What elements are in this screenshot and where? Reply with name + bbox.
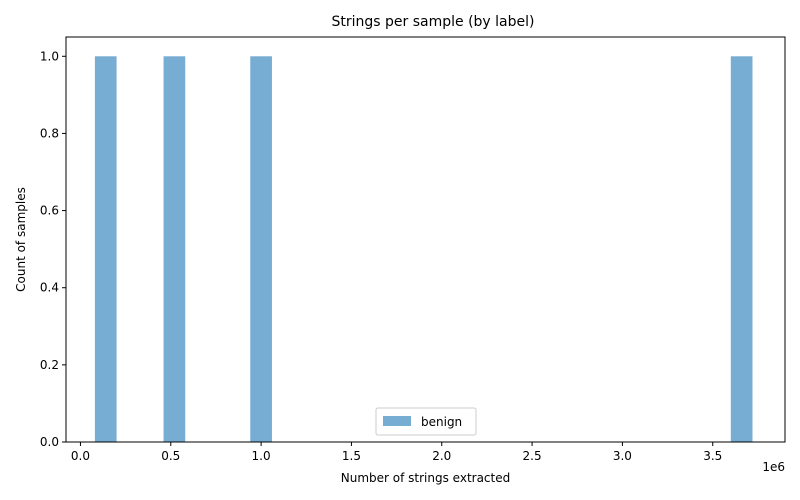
legend-label-benign: benign (421, 415, 462, 429)
x-tick-label: 0.5 (161, 449, 180, 463)
bars (94, 56, 753, 443)
y-tick-label: 0.8 (40, 126, 59, 140)
legend: benign (375, 407, 477, 436)
x-tick-label: 3.5 (703, 449, 722, 463)
histogram-bar (94, 56, 117, 443)
x-tick-label: 2.0 (432, 449, 451, 463)
x-tick-label: 1.0 (252, 449, 271, 463)
x-tick-label: 3.0 (613, 449, 632, 463)
histogram-bar (250, 56, 272, 443)
axes-frame (65, 36, 786, 443)
x-tick-label: 1.5 (342, 449, 361, 463)
y-axis-label: Count of samples (14, 187, 28, 292)
y-tick-label: 0.4 (40, 281, 59, 295)
y-tick-label: 0.2 (40, 358, 59, 372)
y-tick-label: 0.0 (40, 435, 59, 449)
axis-ticks: 0.0 0.5 1.0 1.5 2.0 2.5 3.0 3.5 0.0 0.2 0.4 0.6 0.8 1… (40, 49, 722, 463)
x-tick-label: 0.0 (71, 449, 90, 463)
x-tick-label: 2.5 (523, 449, 542, 463)
chart-title: Strings per sample (by label) (332, 14, 535, 30)
histogram-bar (163, 56, 186, 443)
x-axis-offset-label: 1e6 (762, 460, 785, 474)
y-tick-label: 1.0 (40, 49, 59, 63)
y-tick-label: 0.6 (40, 204, 59, 218)
legend-swatch-benign (383, 416, 411, 426)
histogram-bar (730, 56, 753, 443)
x-axis-label: Number of strings extracted (341, 471, 510, 485)
legend-box (375, 407, 477, 436)
